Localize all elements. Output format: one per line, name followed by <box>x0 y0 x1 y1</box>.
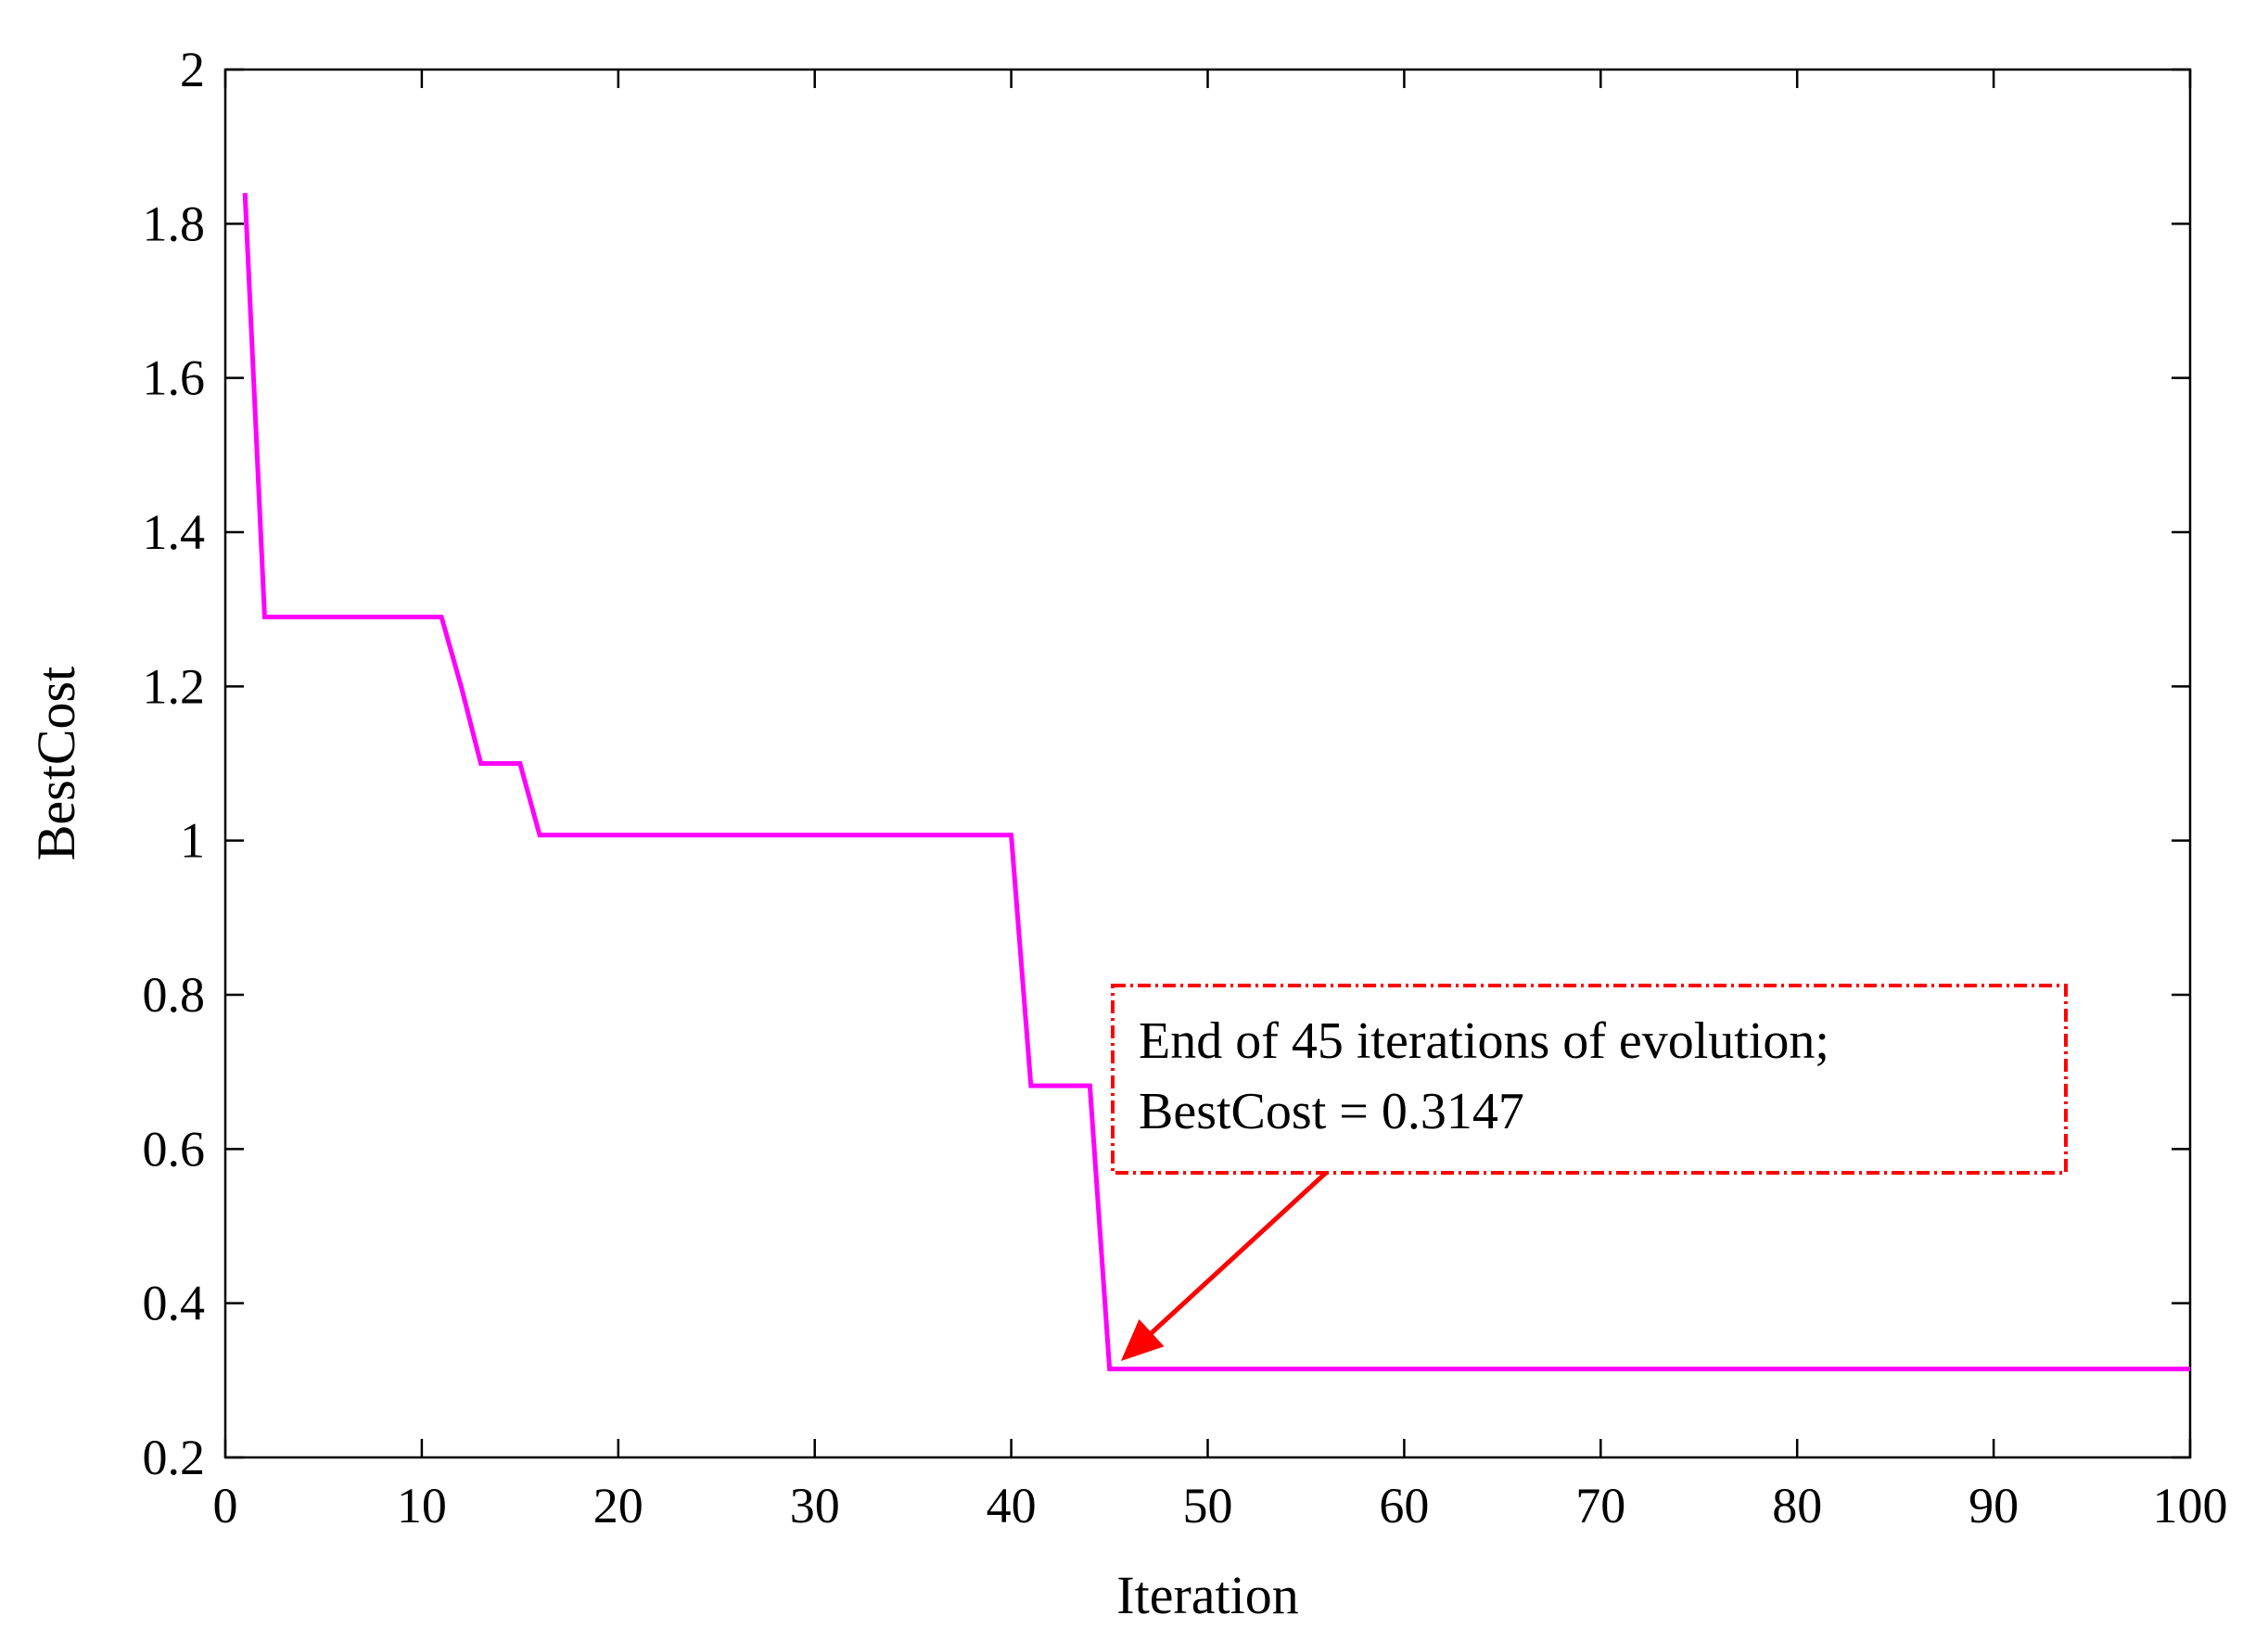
annotation-text-line: BestCost = 0.3147 <box>1139 1083 1524 1140</box>
x-tick-label: 30 <box>790 1478 840 1533</box>
x-tick-label: 20 <box>593 1478 643 1533</box>
annotation: End of 45 iterations of evolution; BestCo… <box>1111 984 2068 1361</box>
y-axis-ticks: 0.2 0.4 0.6 0.8 1 1.2 1.4 1.6 1.8 2 <box>143 42 2190 1485</box>
y-tick-label: 0.4 <box>143 1276 206 1331</box>
x-tick-label: 10 <box>397 1478 447 1533</box>
y-tick-label: 0.6 <box>143 1121 206 1177</box>
y-tick-label: 1 <box>180 813 205 869</box>
y-tick-label: 1.6 <box>143 350 206 406</box>
x-tick-label: 90 <box>1969 1478 2019 1533</box>
y-tick-label: 0.8 <box>143 967 206 1023</box>
series-line-0 <box>242 192 2190 1372</box>
x-tick-label: 40 <box>987 1478 1037 1533</box>
y-tick-label: 0.2 <box>143 1430 206 1485</box>
x-tick-label: 0 <box>213 1478 238 1533</box>
y-tick-label: 1.8 <box>143 196 206 251</box>
annotation-text-line: End of 45 iterations of evolution; <box>1139 1012 1829 1070</box>
y-tick-label: 1.4 <box>143 504 206 560</box>
x-tick-label: 60 <box>1379 1478 1429 1533</box>
annotation-box <box>1111 984 2068 1175</box>
x-axis-label: Iteration <box>1116 1565 1298 1625</box>
y-tick-label: 1.2 <box>143 658 206 714</box>
plot-frame <box>223 68 2192 1459</box>
x-axis-ticks: 0 10 20 30 40 50 60 70 80 90 100 <box>213 70 2228 1533</box>
x-tick-label: 80 <box>1772 1478 1822 1533</box>
x-tick-label: 50 <box>1183 1478 1233 1533</box>
y-axis-label: BestCost <box>26 667 86 861</box>
x-tick-label: 70 <box>1575 1478 1625 1533</box>
plot-area <box>223 68 2192 1459</box>
series-layer <box>242 192 2190 1372</box>
y-tick-label: 2 <box>180 42 205 97</box>
annotation-arrow <box>1120 1171 1328 1361</box>
x-tick-label: 100 <box>2153 1478 2228 1533</box>
